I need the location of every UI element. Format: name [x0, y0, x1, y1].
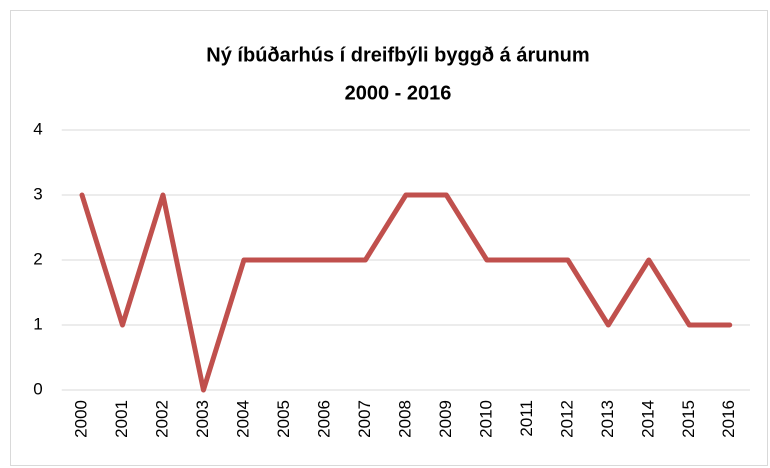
x-tick-label: 2006: [314, 400, 333, 438]
x-tick-label: 2007: [355, 400, 374, 438]
x-tick-label: 2010: [476, 400, 495, 438]
y-tick-label: 3: [33, 184, 42, 203]
x-tick-label: 2009: [436, 400, 455, 438]
x-tick-label: 2012: [557, 400, 576, 438]
y-tick-label: 0: [33, 379, 42, 398]
x-tick-label: 2003: [193, 400, 212, 438]
x-tick-label: 2014: [638, 400, 657, 438]
data-line: [79, 192, 733, 393]
x-tick-label: 2016: [719, 400, 738, 438]
y-tick-label: 1: [33, 314, 42, 333]
y-tick-label: 4: [33, 119, 42, 138]
y-tick-label: 2: [33, 249, 42, 268]
x-tick-label: 2013: [598, 400, 617, 438]
x-tick-label: 2015: [679, 400, 698, 438]
x-tick-label: 2011: [517, 400, 536, 437]
chart-title: 2000 - 2016: [345, 82, 452, 104]
x-tick-label: 2004: [233, 400, 252, 438]
chart-frame: [10, 10, 768, 466]
x-tick-label: 2000: [71, 400, 90, 438]
x-tick-label: 2002: [152, 400, 171, 438]
x-tick-label: 2008: [395, 400, 414, 438]
x-tick-label: 2005: [274, 400, 293, 438]
chart-title: Ný íbúðarhús í dreifbýli byggð á árunum: [206, 44, 589, 66]
x-tick-label: 2001: [112, 400, 131, 438]
